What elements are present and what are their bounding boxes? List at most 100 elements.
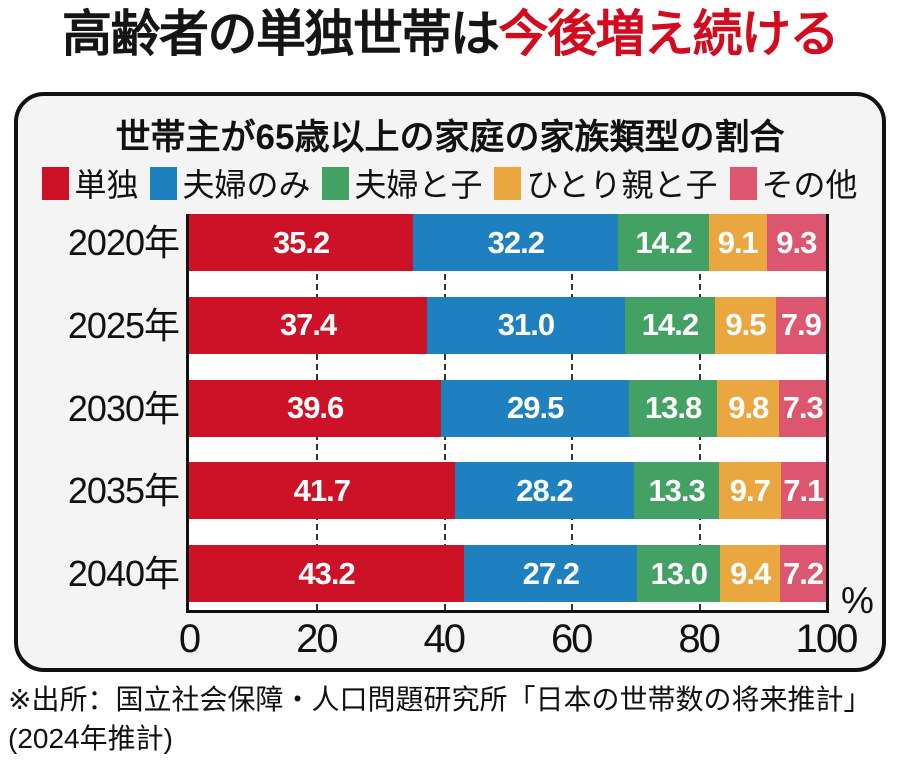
bar-value-label: 27.2 (522, 555, 580, 591)
bar-segment: 39.6 (189, 379, 442, 437)
year-label: 2035年 (67, 470, 180, 512)
legend-label: 単独 (74, 167, 139, 203)
bar-value-label: 9.7 (729, 472, 771, 508)
legend-label: 夫婦のみ (182, 167, 311, 203)
bar-value-label: 31.0 (497, 307, 555, 343)
headline-text-black: 高齢者の単独世帯は (62, 6, 500, 62)
legend-label: ひとり親と子 (526, 167, 718, 203)
bar-track: 41.7 28.2 13.3 9.7 7.1 (189, 462, 826, 520)
bar-value-label: 7.2 (782, 555, 824, 591)
bar-segment: 7.3 (779, 379, 826, 437)
bar-value-label: 35.2 (272, 224, 330, 260)
x-tick-label: 40 (423, 617, 466, 661)
bar-segment: 9.7 (718, 462, 781, 520)
bar-segment: 14.2 (618, 214, 709, 271)
bar-value-label: 13.8 (644, 390, 702, 425)
bar-value-label: 9.5 (725, 307, 766, 343)
bar-value-label: 13.3 (648, 472, 705, 508)
bar-value-label: 13.0 (650, 555, 708, 591)
bar-segment: 7.2 (780, 545, 826, 602)
x-tick-label: 80 (678, 617, 720, 661)
bar-value-label: 9.4 (730, 555, 771, 591)
legend-item: 単独 (42, 160, 138, 206)
chart-body: 2020年 35.2 32.2 14.2 9.1 9.3 2025年 37.4 31.0 14.2… (18, 214, 882, 613)
bar-track: 43.2 27.2 13.0 9.4 7.2 (189, 545, 826, 602)
x-tick-label: 0 (178, 617, 201, 661)
bar-track: 39.6 29.5 13.8 9.8 7.3 (189, 379, 826, 437)
bar-segment: 37.4 (189, 296, 428, 354)
bar-segment: 35.2 (189, 214, 414, 271)
legend-label: その他 (761, 167, 858, 203)
bar-segment: 13.3 (634, 462, 719, 520)
bar-segment: 43.2 (189, 545, 465, 602)
bar-value-label: 28.2 (516, 472, 573, 508)
year-label: 2020年 (67, 222, 180, 263)
bar-segment: 27.2 (464, 545, 638, 602)
bar-value-label: 7.3 (782, 390, 824, 425)
bar-value-label: 7.9 (780, 307, 822, 343)
bar-track: 35.2 32.2 14.2 9.1 9.3 (189, 214, 826, 271)
bar-segment: 9.5 (715, 296, 776, 354)
chart-row: 2020年 35.2 32.2 14.2 9.1 9.3 (18, 214, 882, 271)
bar-segment: 9.4 (720, 545, 781, 602)
bar-segment: 13.8 (629, 379, 718, 437)
year-label: 2040年 (67, 553, 180, 594)
bar-segment: 28.2 (454, 462, 635, 520)
bar-value-label: 14.2 (635, 224, 692, 260)
bar-value-label: 37.4 (279, 307, 337, 343)
bar-value-label: 9.8 (728, 390, 769, 425)
page-title: 高齢者の単独世帯は今後増え続ける (62, 2, 840, 67)
legend-swatch-icon (150, 166, 178, 200)
bar-value-label: 43.2 (298, 555, 355, 591)
chart-row: 2040年 43.2 27.2 13.0 9.4 7.2 (18, 545, 882, 602)
x-tick-label: 100 (795, 617, 859, 661)
legend-swatch-icon (322, 166, 350, 200)
bar-value-label: 9.1 (717, 224, 759, 260)
x-axis: 0 20 40 60 80 100 (18, 617, 882, 665)
bar-segment: 29.5 (441, 379, 630, 437)
source-note: ※出所：国立社会保障・人口問題研究所「日本の世帯数の将来推計」 (2024年推計) (8, 680, 871, 758)
legend-swatch-icon (494, 166, 522, 200)
unit-label: % (841, 580, 874, 621)
bar-value-label: 41.7 (293, 472, 351, 508)
bar-value-label: 39.6 (286, 390, 344, 425)
chart-row: 2035年 41.7 28.2 13.3 9.7 7.1 (18, 462, 882, 520)
bar-value-label: 14.2 (641, 307, 699, 343)
bar-segment: 9.1 (708, 214, 767, 271)
legend-item: 夫婦のみ (150, 160, 310, 206)
chart-panel: 世帯主が65歳以上の家庭の家族類型の割合 単独 夫婦のみ 夫婦と子 ひとり親と子 その他… (14, 92, 886, 672)
legend-item: 夫婦と子 (322, 160, 482, 206)
bar-segment: 14.2 (624, 296, 716, 354)
chart-legend: 単独 夫婦のみ 夫婦と子 ひとり親と子 その他 (18, 165, 882, 203)
x-tick-label: 60 (550, 617, 593, 661)
year-label: 2025年 (67, 304, 180, 346)
bar-segment: 9.8 (717, 379, 780, 437)
bar-segment: 41.7 (189, 462, 455, 520)
bar-value-label: 7.1 (783, 472, 824, 508)
bar-segment: 32.2 (413, 214, 619, 271)
legend-swatch-icon (729, 166, 757, 200)
legend-item: ひとり親と子 (494, 160, 718, 206)
source-line1: ※出所：国立社会保障・人口問題研究所「日本の世帯数の将来推計」 (8, 684, 872, 715)
bar-segment: 13.0 (637, 545, 721, 602)
year-label: 2030年 (67, 387, 180, 429)
bar-value-label: 9.3 (776, 224, 817, 260)
legend-item: その他 (729, 160, 858, 206)
source-line2: (2024年推計) (8, 723, 173, 755)
legend-swatch-icon (42, 166, 70, 200)
bar-value-label: 29.5 (507, 390, 564, 425)
chart-row: 2030年 39.6 29.5 13.8 9.8 7.3 (18, 379, 882, 437)
bar-segment: 7.9 (775, 296, 826, 354)
legend-label: 夫婦と子 (354, 167, 483, 203)
bar-segment: 31.0 (427, 296, 625, 354)
headline-text-red: 今後増え続ける (498, 6, 840, 62)
bar-segment: 7.1 (780, 462, 826, 520)
chart-row: 2025年 37.4 31.0 14.2 9.5 7.9 (18, 296, 882, 354)
bar-track: 37.4 31.0 14.2 9.5 7.9 (189, 296, 826, 354)
bar-rows: 2020年 35.2 32.2 14.2 9.1 9.3 2025年 37.4 31.0 14.2… (18, 214, 882, 613)
chart-title: 世帯主が65歳以上の家庭の家族類型の割合 (115, 118, 785, 157)
bar-value-label: 32.2 (487, 224, 545, 260)
bar-segment: 9.3 (766, 214, 826, 271)
x-tick-label: 20 (296, 617, 338, 661)
